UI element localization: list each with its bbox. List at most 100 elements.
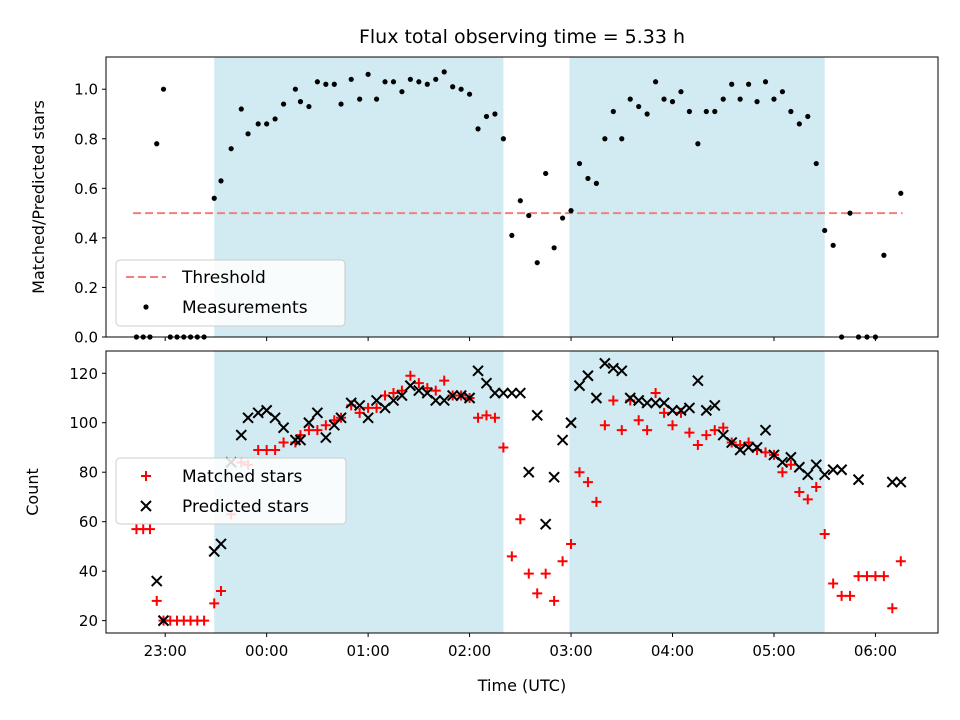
matched-stars-point	[473, 412, 484, 423]
matched-stars-point	[802, 494, 813, 505]
matched-stars-point	[811, 482, 822, 493]
y-tick-label: 0.6	[74, 180, 98, 198]
measurement-point	[881, 252, 887, 258]
measurement-point	[264, 121, 270, 127]
matched-stars-point	[515, 514, 526, 525]
predicted-stars-point	[446, 389, 459, 402]
matched-stars-point	[633, 415, 644, 426]
measurement-point	[297, 99, 304, 105]
predicted-stars-point	[269, 412, 281, 424]
measurement-point	[357, 96, 363, 102]
matched-stars-point	[278, 437, 289, 448]
measurement-point	[500, 136, 506, 142]
measurement-point	[636, 103, 642, 110]
measurement-point	[399, 89, 405, 95]
y-tick-label: 120	[69, 365, 98, 383]
measurement-point	[483, 113, 490, 120]
predicted-stars-point	[641, 397, 653, 409]
measurement-point	[416, 79, 422, 85]
matched-stars-point	[887, 603, 898, 614]
matched-stars-point	[709, 425, 720, 436]
measurement-point	[218, 178, 224, 184]
predicted-stars-point	[345, 397, 357, 409]
matched-stars-point	[439, 375, 450, 386]
predicted-stars-point	[573, 379, 586, 392]
predicted-stars-point	[506, 387, 518, 399]
predicted-stars-point	[616, 365, 628, 377]
matched-stars-point	[489, 412, 500, 423]
predicted-stars-point	[742, 441, 755, 454]
measurement-point	[805, 113, 811, 120]
chart-title: Flux total observing time = 5.33 h	[359, 26, 685, 48]
predicted-stars-point	[353, 399, 366, 412]
measurement-point	[238, 106, 244, 112]
predicted-stars-point	[396, 389, 408, 402]
matched-stars-point	[836, 590, 847, 601]
predicted-stars-point	[362, 412, 374, 424]
measurement-point	[534, 260, 540, 266]
measurement-point	[272, 116, 278, 122]
predicted-stars-point	[514, 387, 527, 399]
matched-stars-point	[599, 420, 610, 431]
predicted-stars-point	[539, 518, 552, 530]
predicted-stars-point	[404, 379, 417, 392]
legend: Matched stars Predicted stars	[115, 457, 347, 525]
predicted-stars-point	[556, 434, 569, 446]
predicted-stars-point	[759, 424, 772, 436]
measurement-point	[373, 96, 380, 102]
predicted-stars-point	[455, 389, 467, 402]
matched-stars-point	[819, 529, 830, 540]
predicted-stars-point	[599, 357, 611, 370]
predicted-stars-point	[624, 392, 636, 404]
measurement-point	[576, 160, 583, 167]
measurement-point	[847, 210, 853, 216]
measurement-point	[695, 141, 701, 147]
predicted-stars-point	[700, 404, 713, 417]
matched-stars-point	[253, 444, 264, 455]
predicted-stars-point	[852, 473, 865, 486]
matched-stars-point	[506, 551, 517, 562]
measurement-point	[568, 208, 574, 214]
y-tick-label: 60	[79, 513, 98, 531]
y-tick-label: 1.0	[74, 81, 98, 99]
matched-stars-point	[209, 598, 220, 609]
measurement-point	[813, 160, 819, 167]
y-tick-label: 20	[79, 612, 98, 630]
matched-stars-point	[608, 395, 619, 406]
x-tick-label: 04:00	[651, 642, 694, 660]
measurement-point	[619, 136, 625, 142]
measurement-point	[543, 170, 549, 177]
predicted-stars-point	[835, 464, 848, 476]
predicted-stars-point	[886, 476, 899, 488]
observing-interval-shade	[569, 57, 825, 337]
predicted-stars-point	[463, 392, 476, 404]
measurement-point	[830, 242, 836, 248]
predicted-stars-point	[895, 476, 907, 488]
matched-stars-point	[853, 571, 864, 582]
predicted-stars-point	[335, 412, 347, 424]
measurement-point	[154, 141, 160, 147]
measurement-point	[466, 91, 473, 97]
matched-stars-point	[659, 407, 670, 418]
matched-stars-point	[794, 487, 805, 497]
matched-stars-point	[878, 571, 889, 582]
predicted-stars-point	[565, 417, 577, 429]
y-tick-label: 0.8	[74, 130, 98, 148]
measurement-point	[627, 96, 633, 102]
measurement-point	[585, 175, 591, 182]
measurement-point	[458, 86, 464, 92]
predicted-stars-point	[751, 441, 763, 454]
x-tick-label: 23:00	[144, 642, 187, 660]
x-tick-label: 03:00	[549, 642, 592, 660]
y-tick-label: 80	[79, 464, 98, 482]
matched-stars-point	[295, 430, 306, 441]
legend-measurements-swatch	[143, 304, 149, 310]
measurement-point	[686, 108, 693, 115]
predicted-stars-point	[215, 538, 227, 550]
measurement-point	[602, 136, 608, 142]
x-axis-label: Time (UTC)	[477, 676, 566, 695]
measurement-point	[593, 180, 600, 186]
predicted-stars-point	[289, 434, 302, 446]
measurement-point	[652, 79, 659, 85]
matched-stars-point	[498, 442, 509, 453]
